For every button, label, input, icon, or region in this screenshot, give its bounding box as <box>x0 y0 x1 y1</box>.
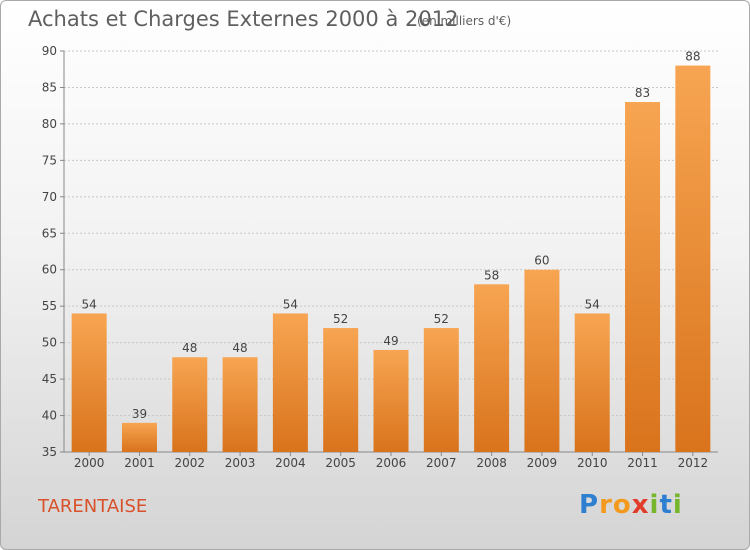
value-label-2002: 48 <box>182 341 197 355</box>
value-label-2010: 54 <box>585 297 600 311</box>
value-label-2001: 39 <box>132 407 147 421</box>
value-label-2006: 49 <box>383 334 398 348</box>
x-tick-label-2001: 2001 <box>124 456 155 470</box>
y-tick-label: 40 <box>42 409 57 423</box>
x-tick-label-2008: 2008 <box>476 456 507 470</box>
y-tick-label: 90 <box>42 44 57 58</box>
y-tick-label: 55 <box>42 299 57 313</box>
bar-2010 <box>574 313 610 452</box>
value-label-2003: 48 <box>232 341 247 355</box>
y-tick-label: 85 <box>42 80 57 94</box>
x-tick-label-2003: 2003 <box>225 456 256 470</box>
bar-2001 <box>121 422 157 452</box>
bar-2000 <box>71 313 107 452</box>
chart-subtitle: (en milliers d'€) <box>417 14 512 28</box>
x-tick-label-2010: 2010 <box>577 456 608 470</box>
y-tick-label: 45 <box>42 372 57 386</box>
bar-2012 <box>675 65 711 452</box>
logo-letter: t <box>659 490 673 520</box>
x-tick-label-2009: 2009 <box>527 456 558 470</box>
bar-2007 <box>423 328 459 452</box>
chart-title: Achats et Charges Externes 2000 à 2012 <box>28 7 459 31</box>
bar-2004 <box>272 313 308 452</box>
x-tick-label-2005: 2005 <box>325 456 356 470</box>
y-tick-label: 60 <box>42 263 57 277</box>
bar-2011 <box>625 102 661 452</box>
value-label-2011: 83 <box>635 86 650 100</box>
value-label-2008: 58 <box>484 268 499 282</box>
y-tick-label: 70 <box>42 190 57 204</box>
bar-2006 <box>373 349 409 452</box>
proxiti-logo: Proxiti <box>579 490 683 520</box>
logo-letter: i <box>649 490 660 520</box>
bar-2002 <box>172 357 208 452</box>
value-label-2000: 54 <box>82 297 97 311</box>
value-label-2007: 52 <box>434 312 449 326</box>
x-tick-label-2006: 2006 <box>376 456 407 470</box>
logo-letter: x <box>631 490 650 520</box>
value-label-2009: 60 <box>534 254 549 268</box>
bar-2008 <box>474 284 510 452</box>
logo-letter: i <box>672 490 683 520</box>
y-tick-label: 50 <box>42 336 57 350</box>
y-tick-label: 80 <box>42 117 57 131</box>
x-tick-label-2007: 2007 <box>426 456 457 470</box>
bar-2005 <box>323 328 359 452</box>
y-tick-label: 75 <box>42 153 57 167</box>
bar-2009 <box>524 269 560 452</box>
y-tick-label: 35 <box>42 445 57 459</box>
y-tick-label: 65 <box>42 226 57 240</box>
x-tick-label-2002: 2002 <box>174 456 205 470</box>
x-tick-label-2000: 2000 <box>74 456 105 470</box>
logo-letter: o <box>612 490 632 520</box>
logo-letter: r <box>599 490 613 520</box>
bar-2003 <box>222 357 258 452</box>
bars-layer: 54 39 48 48 54 52 49 52 58 60 54 83 88 <box>71 50 711 452</box>
value-label-2004: 54 <box>283 297 298 311</box>
x-tick-label-2011: 2011 <box>627 456 658 470</box>
logo-letter: P <box>579 490 600 520</box>
x-tick-label-2012: 2012 <box>678 456 709 470</box>
location-label: TARENTAISE <box>38 496 148 517</box>
value-label-2005: 52 <box>333 312 348 326</box>
value-label-2012: 88 <box>685 50 700 64</box>
x-tick-label-2004: 2004 <box>275 456 306 470</box>
